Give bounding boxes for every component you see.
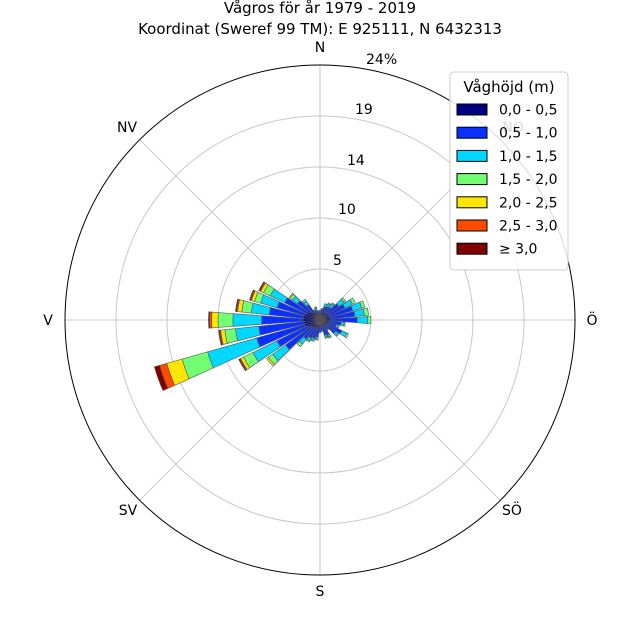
radial-tick-label-2: 10 (338, 202, 356, 218)
direction-label-v: V (43, 313, 53, 329)
rose-bar-270-bin-2 (232, 313, 263, 327)
rose-bar-300-bin-6 (258, 281, 266, 292)
legend-label-1: 0,5 - 1,0 (499, 126, 557, 142)
rose-bar-150-bin-3 (327, 335, 332, 339)
grid-spoke-5 (139, 319, 321, 501)
rose-bar-140-bin-2 (326, 327, 330, 331)
rose-bar-40-bin-3 (331, 302, 336, 306)
rose-bar-340-bin-3 (313, 306, 317, 309)
rose-bar-190-bin-3 (314, 338, 319, 341)
rose-bar-160-bin-3 (324, 336, 329, 339)
rose-bar-30-bin-3 (327, 302, 332, 306)
rose-bars (154, 281, 372, 391)
chart-title: Vågros för år 1979 - 2019 (224, 0, 416, 17)
rose-bar-230-bin-4 (266, 356, 275, 367)
legend-swatch-3 (456, 173, 488, 186)
legend-swatch-1 (456, 126, 488, 139)
rose-bar-310-bin-4 (288, 292, 294, 299)
legend-label-4: 2,0 - 2,5 (499, 195, 557, 211)
direction-label-s: S (316, 584, 325, 600)
rose-bar-260-bin-6 (218, 329, 223, 346)
rose-bar-120-bin-3 (344, 332, 350, 339)
chart-subtitle: Koordinat (Sweref 99 TM): E 925111, N 64… (138, 20, 502, 38)
rose-bar-210-bin-3 (305, 338, 311, 343)
direction-label-n: N (315, 40, 325, 56)
rose-bar-180-bin-2 (318, 331, 322, 334)
rose-bar-270-bin-4 (211, 311, 219, 329)
legend-title: Våghöjd (m) (463, 78, 554, 96)
legend-label-5: 2,5 - 3,0 (499, 219, 557, 235)
direction-label-sv: SV (119, 503, 138, 519)
rose-bar-90-bin-3 (367, 315, 372, 325)
legend-label-6: ≥ 3,0 (499, 242, 537, 258)
legend-label-3: 1,5 - 2,0 (499, 172, 557, 188)
rose-bar-10-bin-2 (320, 308, 324, 311)
rose-bar-100-bin-3 (343, 322, 346, 327)
legend-swatch-6 (456, 242, 488, 255)
legend-label-2: 1,0 - 1,5 (499, 149, 557, 165)
rose-bar-280-bin-6 (235, 298, 239, 312)
rose-bar-250-bin-6 (154, 365, 169, 391)
rose-bar-80-bin-3 (362, 307, 369, 316)
rose-bar-200-bin-3 (310, 338, 315, 342)
rose-bar-270-bin-3 (217, 312, 234, 328)
legend-swatch-2 (456, 149, 488, 162)
rose-bar-290-bin-6 (249, 289, 255, 301)
radial-tick-label-4: 19 (355, 102, 373, 118)
legend-items: 0,0 - 0,5 0,5 - 1,0 1,0 - 1,5 1,5 - 2,0 2,0 … (456, 103, 557, 258)
rose-bar-240-bin-6 (238, 358, 247, 372)
rose-bar-330-bin-2 (313, 309, 316, 312)
radial-tick-label-3: 14 (347, 153, 365, 169)
grid-spoke-7 (139, 139, 321, 321)
polar-frame (64, 64, 576, 576)
grid-spoke-3 (319, 319, 501, 501)
rose-bar-20-bin-2 (323, 303, 328, 308)
direction-label-so: SÖ (502, 501, 522, 519)
rose-bar-220-bin-3 (296, 340, 304, 348)
rose-bar-90-bin-2 (356, 316, 369, 324)
rose-bar-50-bin-3 (340, 297, 347, 304)
legend: Våghöjd (m) 0,0 - 0,5 0,5 - 1,0 1,0 - 1,5 1… (449, 71, 569, 271)
legend-swatch-5 (456, 219, 488, 232)
radial-tick-label-5: 24% (366, 52, 397, 68)
rose-bar-350-bin-2 (317, 310, 320, 313)
rose-bar-320-bin-3 (301, 298, 307, 304)
legend-swatch-0 (456, 103, 488, 116)
rose-bar-110-bin-3 (337, 324, 340, 329)
rose-bar-70-bin-3 (359, 300, 366, 309)
rose-bar-130-bin-3 (335, 332, 340, 337)
radial-tick-label-1: 5 (333, 253, 342, 269)
rose-bar-170-bin-2 (320, 329, 324, 332)
rose-bar-270-bin-6 (208, 311, 211, 329)
rose-bar-60-bin-3 (349, 297, 356, 305)
legend-label-0: 0,0 - 0,5 (499, 103, 557, 119)
polar-grid (65, 65, 575, 575)
direction-label-nv: NV (117, 120, 137, 136)
legend-swatch-4 (456, 196, 488, 209)
rose-bar-0-bin-2 (318, 310, 322, 312)
direction-label-o: Ö (586, 311, 597, 329)
